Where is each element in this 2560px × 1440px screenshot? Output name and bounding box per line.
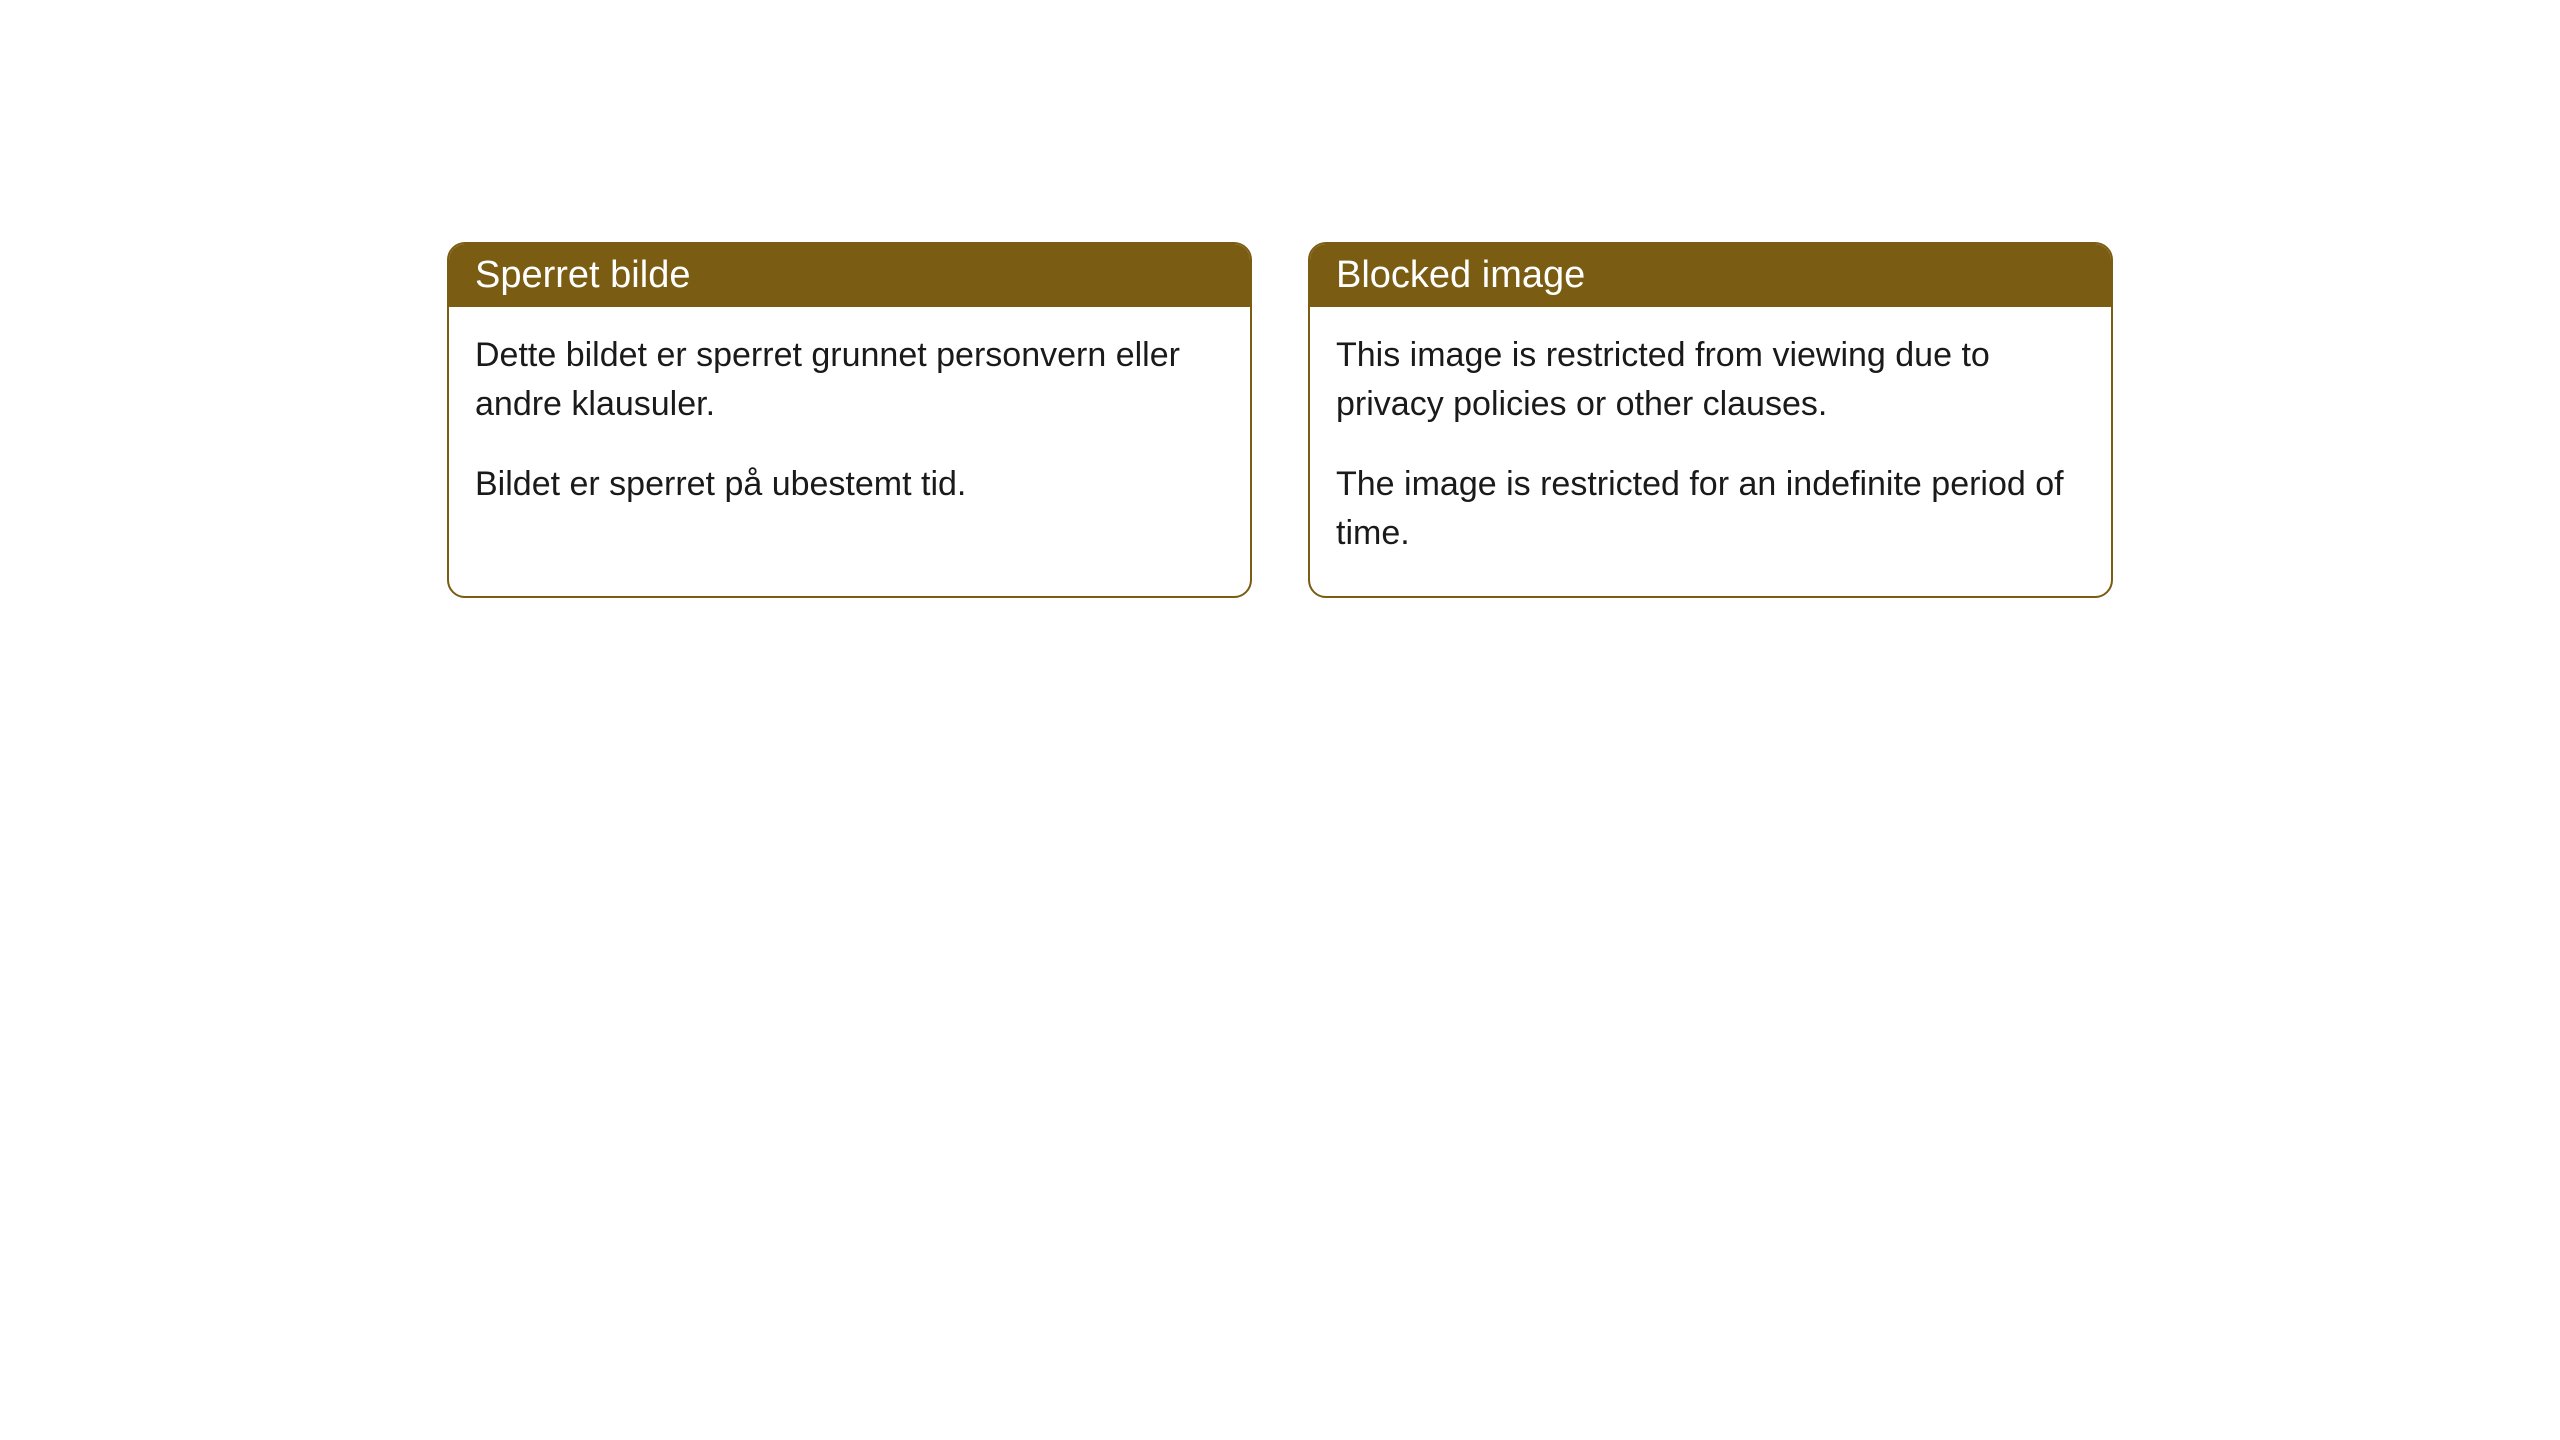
card-title-no: Sperret bilde: [475, 254, 690, 296]
card-paragraph-2-no: Bildet er sperret på ubestemt tid.: [475, 460, 1224, 509]
card-paragraph-1-en: This image is restricted from viewing du…: [1336, 331, 2085, 430]
blocked-image-card-no: Sperret bilde Dette bildet er sperret gr…: [447, 242, 1252, 598]
card-body-en: This image is restricted from viewing du…: [1310, 307, 2111, 596]
card-header-en: Blocked image: [1310, 244, 2111, 307]
blocked-image-card-en: Blocked image This image is restricted f…: [1308, 242, 2113, 598]
card-body-no: Dette bildet er sperret grunnet personve…: [449, 307, 1250, 547]
card-header-no: Sperret bilde: [449, 244, 1250, 307]
card-paragraph-1-no: Dette bildet er sperret grunnet personve…: [475, 331, 1224, 430]
notice-container: Sperret bilde Dette bildet er sperret gr…: [447, 242, 2113, 598]
card-paragraph-2-en: The image is restricted for an indefinit…: [1336, 460, 2085, 559]
card-title-en: Blocked image: [1336, 254, 1585, 296]
